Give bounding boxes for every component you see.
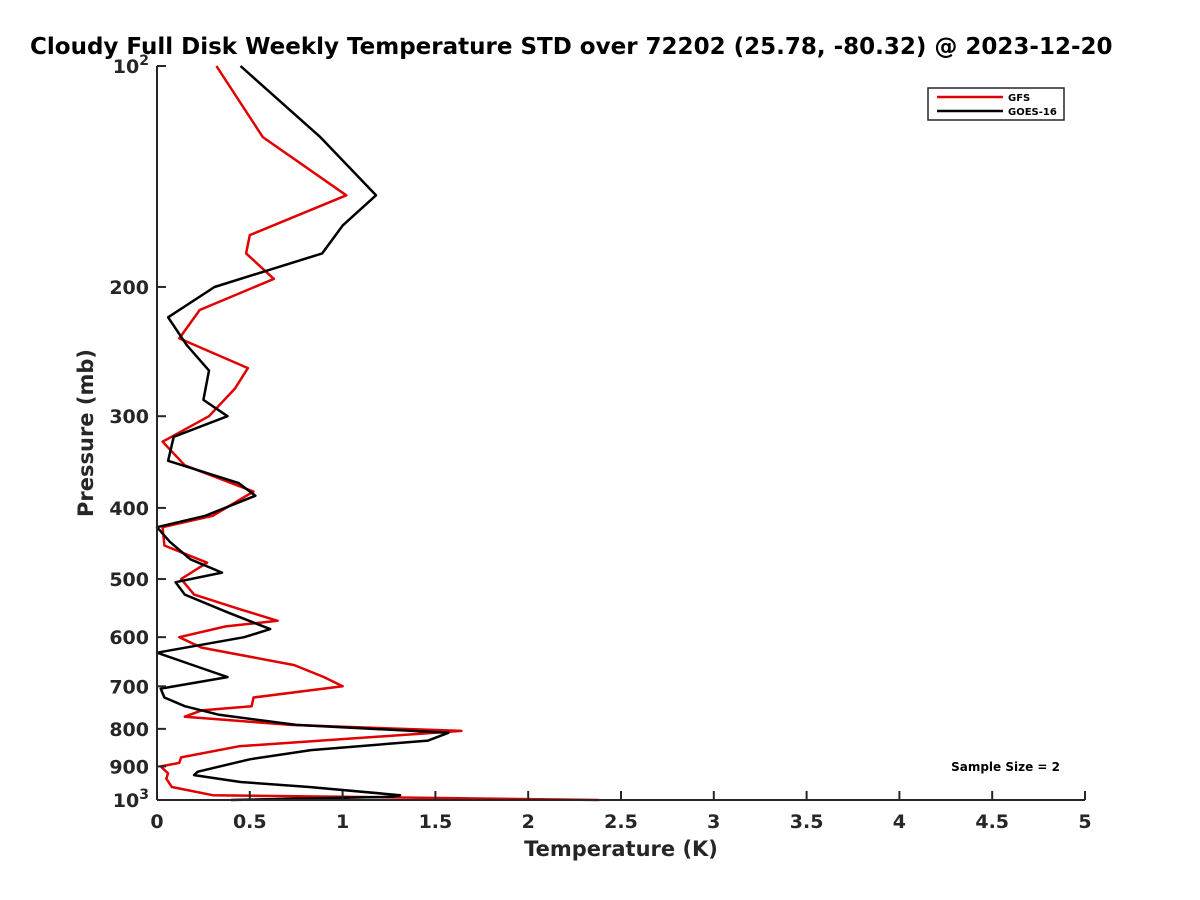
x-tick-label: 0.5 — [233, 811, 267, 833]
x-axis-label: Temperature (K) — [524, 837, 718, 861]
series-line-goes-16 — [155, 65, 450, 802]
plot-background — [157, 66, 1085, 800]
x-tick-label: 2.5 — [604, 811, 638, 833]
y-tick-label: 700 — [109, 676, 149, 698]
sample-size-annotation: Sample Size = 2 — [951, 760, 1060, 774]
plot-area — [157, 66, 1085, 800]
y-tick-label: 200 — [109, 277, 149, 299]
x-tick-label: 1.5 — [419, 811, 453, 833]
series-line-gfs — [159, 65, 599, 802]
y-tick-label: 300 — [109, 406, 149, 428]
y-tick-label: 102 — [113, 53, 149, 78]
x-tick-label: 3 — [707, 811, 720, 833]
legend-box — [927, 87, 1065, 121]
y-tick-label: 600 — [109, 627, 149, 649]
y-tick-label: 400 — [109, 498, 149, 520]
x-tick-label: 3.5 — [790, 811, 824, 833]
x-ticks: 0 0.5 1 1.5 2 2.5 3 3.5 4 4.5 5 — [150, 791, 1092, 833]
y-tick-label: 103 — [113, 787, 149, 812]
chart-title: Cloudy Full Disk Weekly Temperature STD … — [30, 34, 1113, 60]
series-layer — [155, 65, 599, 802]
y-tick-label: 900 — [109, 756, 149, 778]
y-tick-label: 500 — [109, 569, 149, 591]
x-tick-label: 4.5 — [975, 811, 1009, 833]
legend-label: GOES-16 — [1008, 107, 1057, 118]
y-ticks: 102 200 300 400 500 600 700 800 900 103 — [109, 53, 166, 812]
legend-label: GFS — [1008, 93, 1030, 104]
legend: GFS GOES-16 — [927, 87, 1065, 121]
x-tick-label: 4 — [893, 811, 906, 833]
x-tick-label: 2 — [522, 811, 535, 833]
y-tick-label: 800 — [109, 719, 149, 741]
x-tick-label: 5 — [1078, 811, 1091, 833]
x-tick-label: 0 — [150, 811, 163, 833]
y-axis-label: Pressure (mb) — [74, 349, 98, 517]
x-tick-label: 1 — [336, 811, 349, 833]
